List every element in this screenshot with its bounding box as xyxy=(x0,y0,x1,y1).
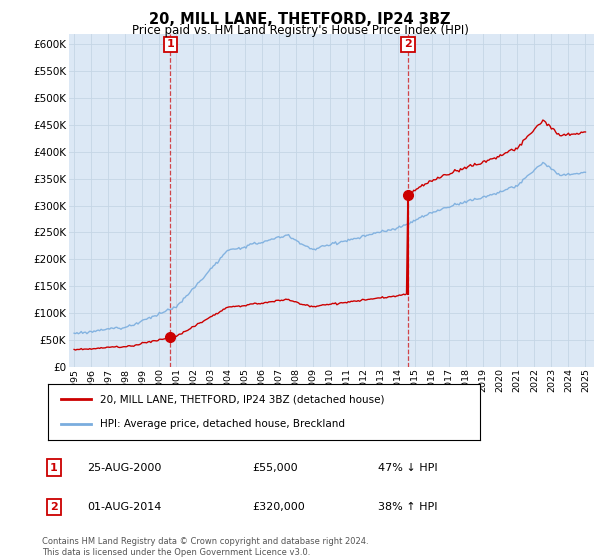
Text: 38% ↑ HPI: 38% ↑ HPI xyxy=(378,502,437,512)
Text: 01-AUG-2014: 01-AUG-2014 xyxy=(87,502,161,512)
Text: £55,000: £55,000 xyxy=(252,463,298,473)
Text: 20, MILL LANE, THETFORD, IP24 3BZ: 20, MILL LANE, THETFORD, IP24 3BZ xyxy=(149,12,451,27)
Text: 25-AUG-2000: 25-AUG-2000 xyxy=(87,463,161,473)
Text: Price paid vs. HM Land Registry's House Price Index (HPI): Price paid vs. HM Land Registry's House … xyxy=(131,24,469,36)
Text: £320,000: £320,000 xyxy=(252,502,305,512)
Text: 47% ↓ HPI: 47% ↓ HPI xyxy=(378,463,437,473)
Text: 1: 1 xyxy=(167,39,174,49)
Text: 20, MILL LANE, THETFORD, IP24 3BZ (detached house): 20, MILL LANE, THETFORD, IP24 3BZ (detac… xyxy=(100,394,385,404)
Text: HPI: Average price, detached house, Breckland: HPI: Average price, detached house, Brec… xyxy=(100,419,345,429)
Text: 2: 2 xyxy=(50,502,58,512)
Text: Contains HM Land Registry data © Crown copyright and database right 2024.
This d: Contains HM Land Registry data © Crown c… xyxy=(42,537,368,557)
Text: 2: 2 xyxy=(404,39,412,49)
Text: 1: 1 xyxy=(50,463,58,473)
